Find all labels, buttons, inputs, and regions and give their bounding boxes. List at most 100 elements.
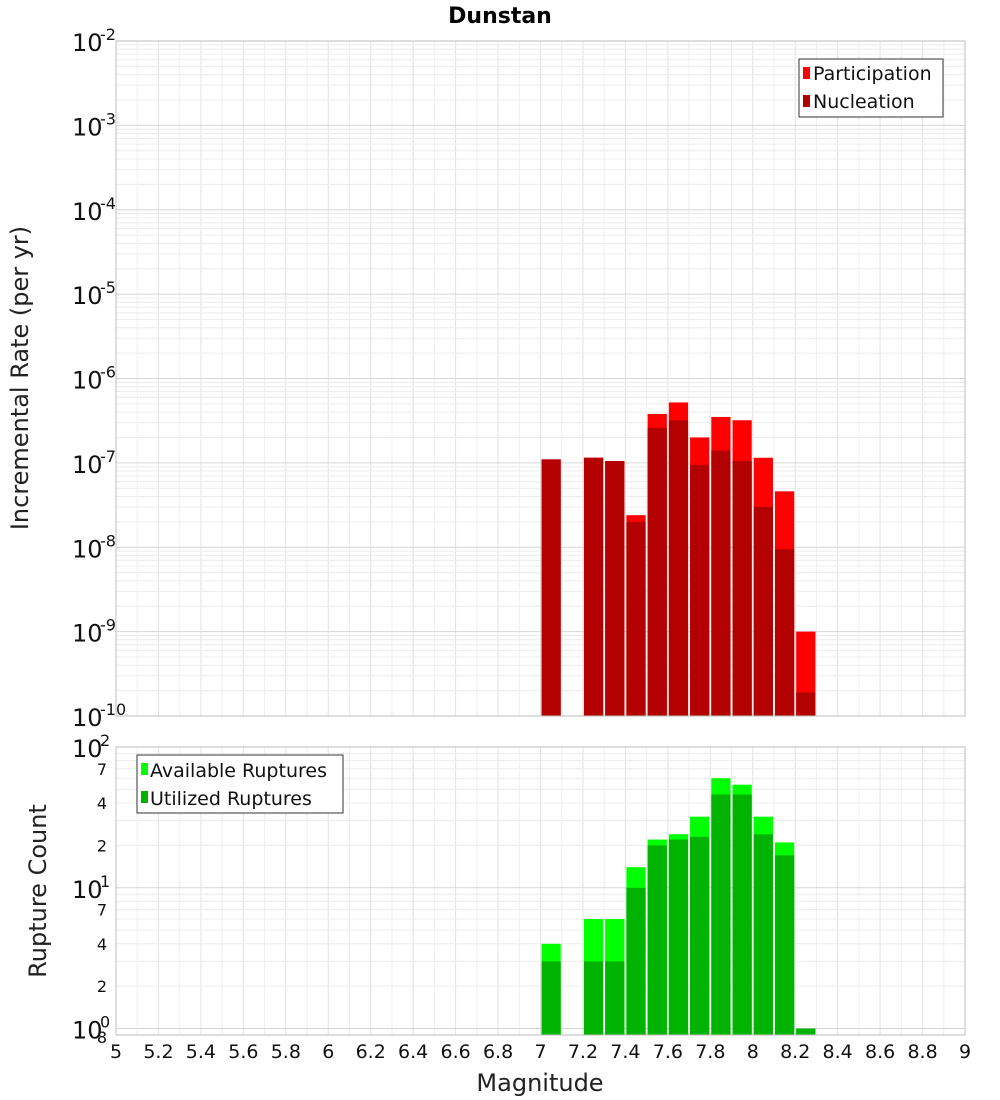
top-grid [115,41,966,717]
utilized-ruptures-bar [605,961,625,1035]
bottom-y-tick-exp: 2 [100,731,110,750]
x-tick-label: 6.6 [440,1041,470,1063]
top-y-tick-exp: -5 [100,278,116,297]
bottom-legend: Available Ruptures Utilized Ruptures [136,754,344,814]
bottom-y-tick-minor: 7 [97,760,107,779]
bottom-y-tick-base: 10 [72,735,103,763]
x-tick-label: 7.8 [695,1041,725,1063]
top-y-tick-base: 10 [72,29,103,57]
bottom-y-tick-base: 10 [72,1017,103,1045]
x-tick-label: 8.6 [865,1041,895,1063]
top-y-tick-base: 10 [72,535,103,563]
nucleation-bar [774,549,795,716]
nucleation-bar [626,521,646,716]
chart-title: Dunstan [448,4,552,29]
bottom-x-ticks: 5 5.2 5.4 5.6 5.8 6 6.2 6.4 6.6 6.8 7 7.2 7.4 7.6 7.8 8… [110,1041,971,1063]
top-y-axis-label: Incremental Rate (per yr) [6,226,34,530]
legend-participation-label: Participation [813,63,932,85]
x-tick-label: 5.8 [271,1041,301,1063]
bottom-y-tick-base: 10 [72,876,103,904]
nucleation-bar [647,427,667,716]
x-tick-label: 6.8 [483,1041,513,1063]
top-y-tick-exp: -8 [100,531,116,550]
top-bars [541,402,816,716]
x-tick-label: 7.4 [610,1041,640,1063]
legend-participation-swatch [803,67,810,79]
x-tick-label: 5.6 [228,1041,258,1063]
legend-utilized-swatch [141,791,148,803]
top-y-tick-base: 10 [72,113,103,141]
bottom-y-tick-minor: 4 [97,794,107,813]
bottom-bars [541,778,816,1035]
bottom-y-tick-exp: 1 [100,872,110,891]
bottom-y-tick-minor: 4 [97,935,107,954]
utilized-ruptures-bar [626,887,646,1035]
bottom-plot-border [115,746,966,1036]
x-tick-label: 7.6 [653,1041,683,1063]
utilized-ruptures-bar [774,855,795,1035]
top-y-tick-base: 10 [72,451,103,479]
top-y-tick-exp: -9 [100,616,116,635]
top-y-tick-exp: -2 [100,25,116,44]
nucleation-bar [690,464,710,716]
nucleation-bar [605,461,625,716]
top-y-tick-base: 10 [72,367,103,395]
utilized-ruptures-bar [647,845,667,1035]
bottom-y-axis-label: Rupture Count [24,804,52,978]
nucleation-bar [732,461,752,716]
bottom-y-tick-minor: 2 [97,836,107,855]
legend-utilized-label: Utilized Ruptures [150,788,312,810]
utilized-ruptures-bar [711,794,731,1035]
nucleation-bar [541,459,561,716]
legend-nucleation-swatch [803,95,810,107]
nucleation-bar [753,506,773,716]
top-legend: Participation Nucleation [798,58,944,118]
utilized-ruptures-bar [732,794,752,1035]
x-tick-label: 8.4 [823,1041,853,1063]
nucleation-bar [583,457,604,716]
top-plot-border [115,40,966,717]
legend-available-swatch [141,763,148,775]
x-tick-label: 9 [959,1041,971,1063]
x-tick-label: 7 [534,1041,546,1063]
x-tick-label: 5.4 [186,1041,216,1063]
bottom-y-tick-exp: 0 [100,1013,110,1032]
utilized-ruptures-bar [753,834,773,1035]
top-y-tick-base: 10 [72,704,103,732]
top-y-tick-exp: -3 [100,109,116,128]
x-tick-label: 5.2 [143,1041,173,1063]
utilized-ruptures-bar [541,961,561,1035]
x-tick-label: 6.2 [356,1041,386,1063]
x-tick-label: 5 [110,1041,122,1063]
top-y-tick-exp: -7 [100,447,116,466]
x-tick-label: 6 [322,1041,334,1063]
nucleation-bar [711,450,731,716]
utilized-ruptures-bar [668,839,689,1035]
x-tick-label: 8.2 [780,1041,810,1063]
x-tick-label: 8.8 [907,1041,937,1063]
bottom-y-tick-minor: 2 [97,977,107,996]
top-y-tick-base: 10 [72,282,103,310]
utilized-ruptures-bar [690,836,710,1035]
top-y-tick-exp: -4 [100,194,116,213]
bottom-y-tick-minor: 8 [97,1028,107,1047]
top-y-tick-base: 10 [72,198,103,226]
x-tick-label: 7.2 [568,1041,598,1063]
bottom-legend-box [136,754,344,814]
top-y-tick-exp: -10 [100,700,126,719]
legend-available-label: Available Ruptures [150,760,327,782]
x-axis-label: Magnitude [476,1069,603,1097]
legend-nucleation-label: Nucleation [813,91,915,113]
nucleation-bar [796,692,816,716]
utilized-ruptures-bar [796,1028,816,1035]
top-y-ticks: 10-210-310-410-510-610-710-810-910-10 [72,25,126,732]
x-tick-label: 8 [747,1041,759,1063]
top-legend-box [798,58,944,118]
x-tick-label: 6.4 [398,1041,428,1063]
top-y-tick-base: 10 [72,620,103,648]
top-y-tick-exp: -6 [100,363,116,382]
nucleation-bar [668,420,689,716]
